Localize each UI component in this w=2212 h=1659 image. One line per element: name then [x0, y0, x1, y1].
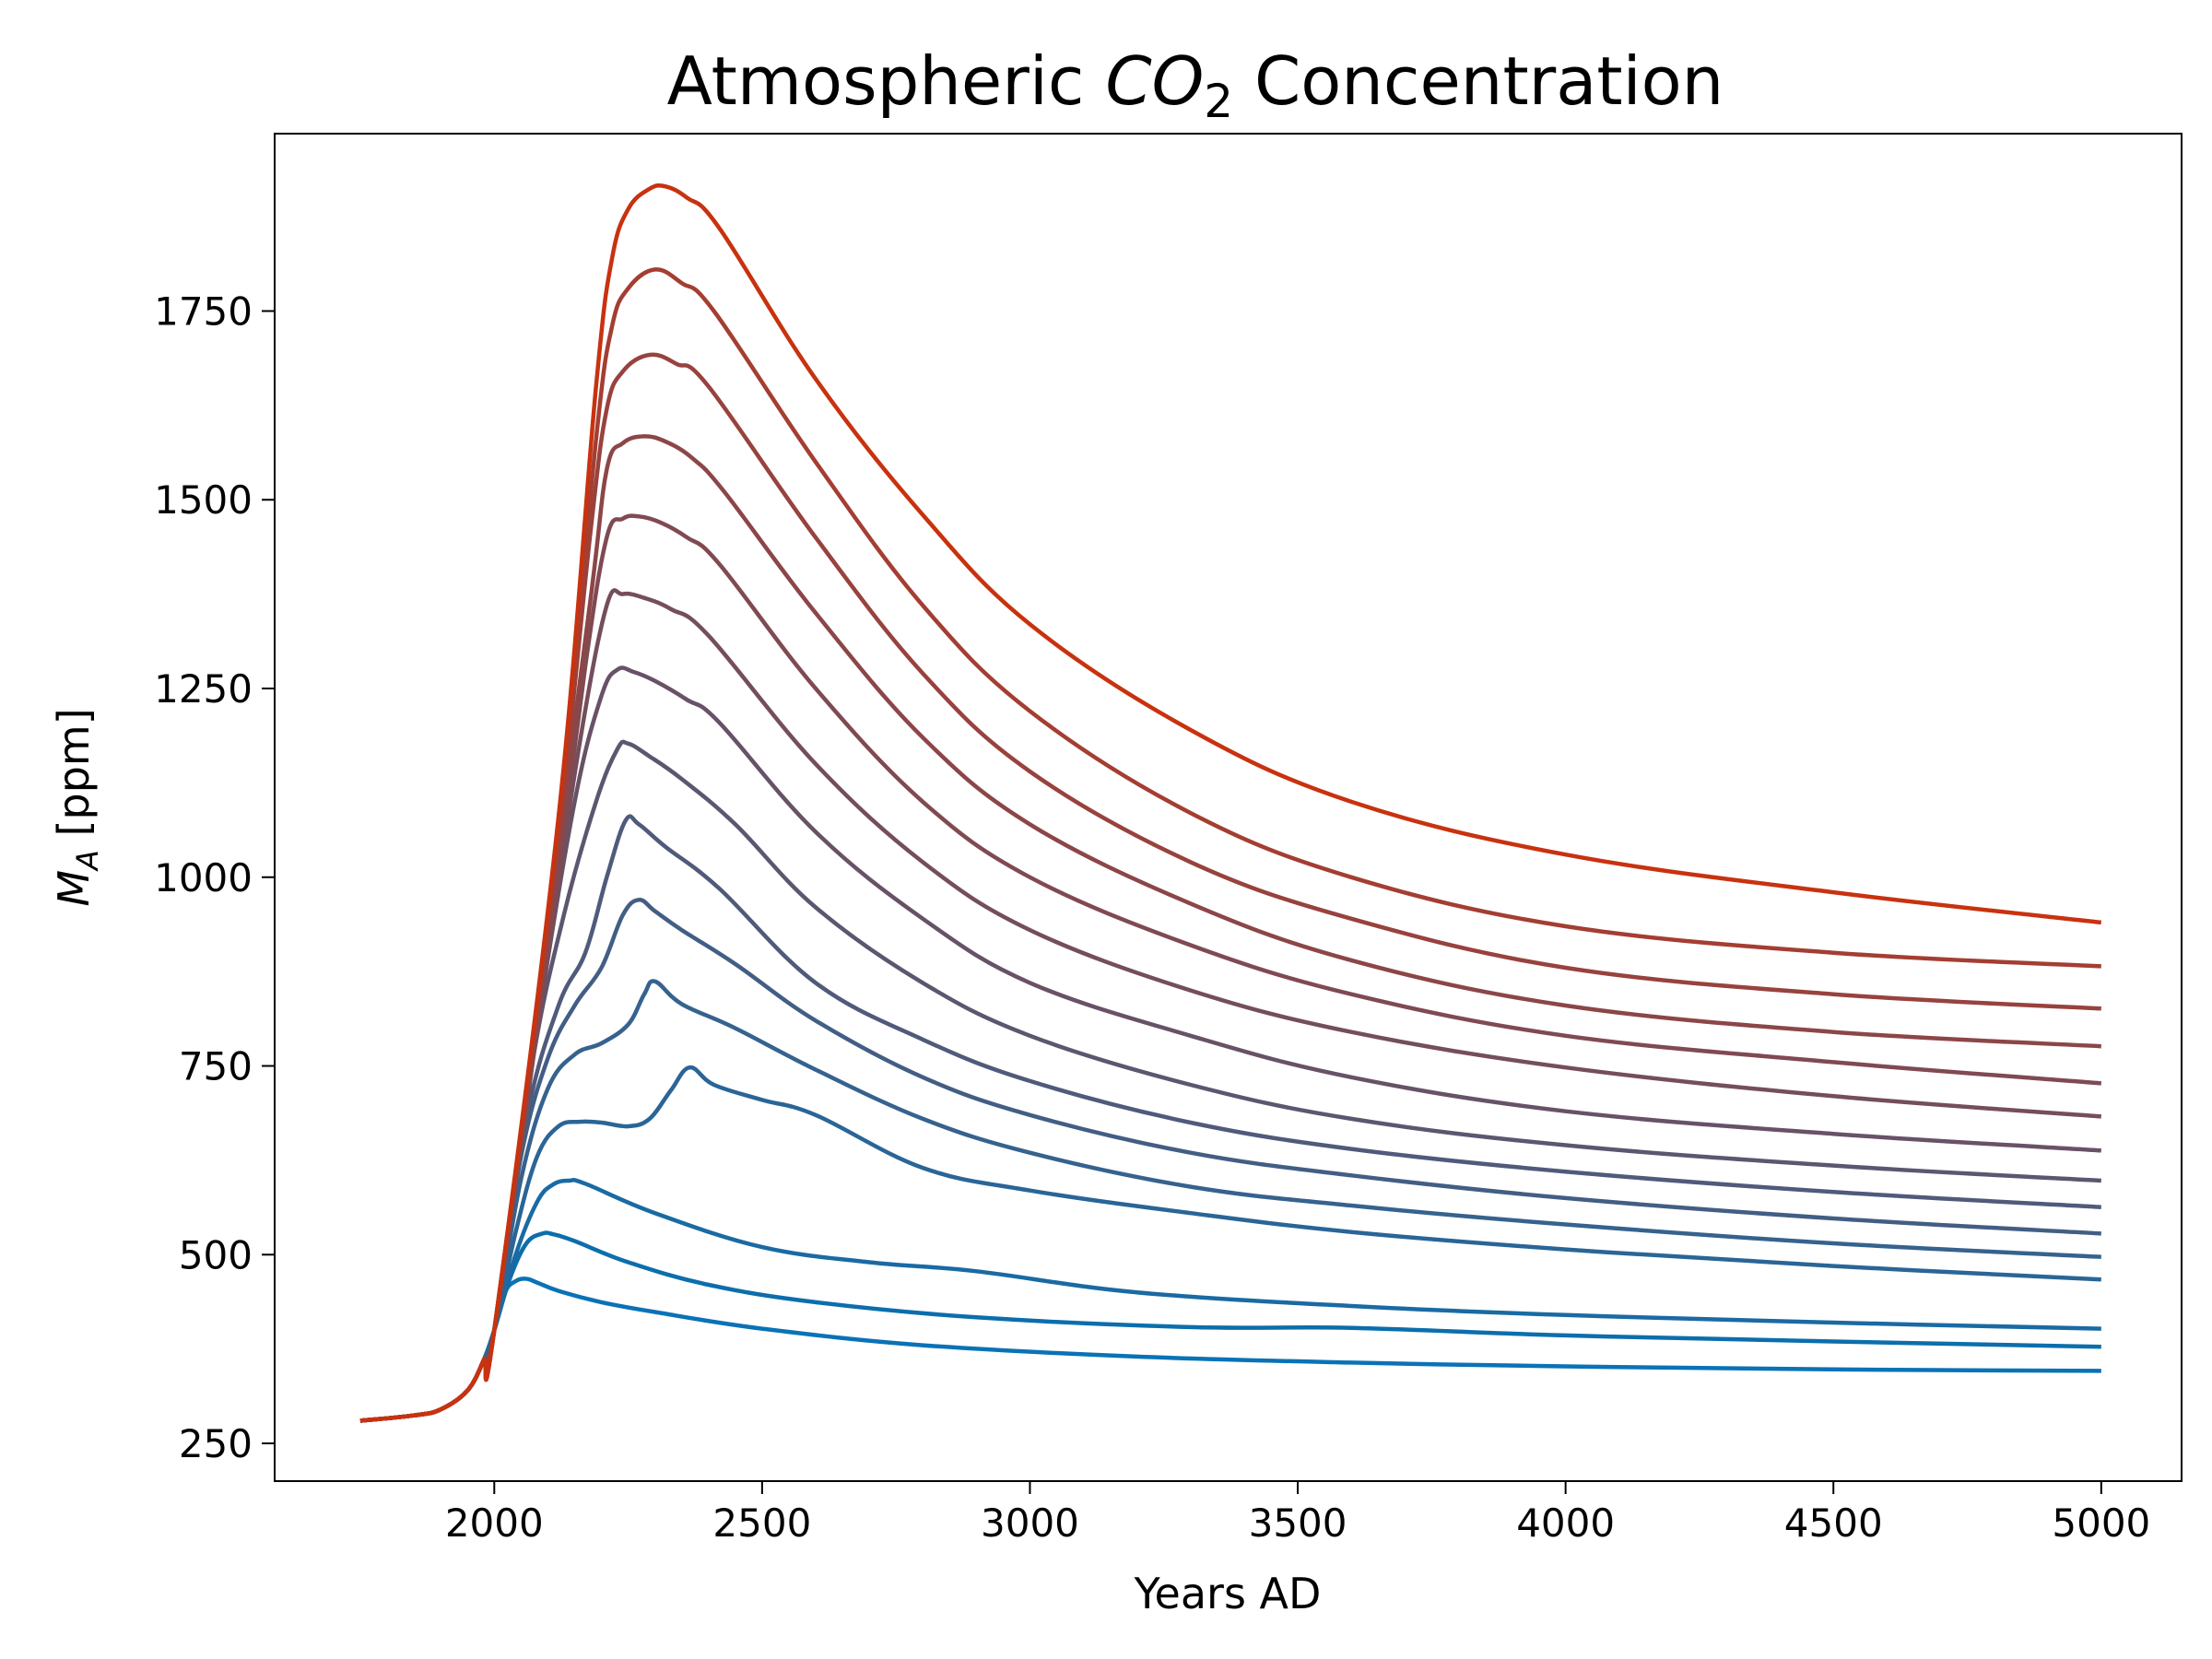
x-tick-label: 3000 — [981, 1500, 1079, 1546]
y-tick-label: 1000 — [154, 855, 253, 900]
y-tick-label: 1250 — [154, 666, 253, 712]
y-tick-label: 1500 — [154, 477, 253, 523]
series-line-15 — [359, 182, 2102, 1423]
x-tick-label: 4000 — [1516, 1500, 1615, 1546]
x-tick-label: 2500 — [712, 1500, 811, 1546]
chart-title-symbol: CO — [1105, 42, 1204, 120]
plot-area: 2000 2500 3000 3500 4000 4500 5000 250 500 750 10… — [154, 133, 2183, 1546]
chart-title-prefix: Atmospheric — [667, 42, 1106, 120]
x-tick-label: 4500 — [1784, 1500, 1883, 1546]
x-tick-label: 5000 — [2052, 1500, 2150, 1546]
y-axis-label: MA [ppm] — [49, 708, 105, 906]
y-axis-ticks: 250 500 750 1000 1250 1500 1750 — [154, 288, 275, 1466]
chart-title-suffix: Concentration — [1233, 42, 1724, 120]
y-tick-label: 250 — [179, 1421, 253, 1466]
chart-title: Atmospheric CO2 Concentration — [667, 42, 1724, 128]
y-axis-label-subscript: A — [70, 850, 105, 872]
y-tick-label: 750 — [179, 1044, 253, 1089]
y-axis-label-symbol: M — [49, 870, 99, 907]
x-axis-ticks: 2000 2500 3000 3500 4000 4500 5000 — [445, 1481, 2150, 1546]
x-tick-label: 3500 — [1249, 1500, 1347, 1546]
axes-frame — [274, 133, 2183, 1482]
x-axis-label: Years AD — [1134, 1569, 1322, 1618]
y-axis-label-unit: [ppm] — [49, 708, 99, 850]
y-tick-label: 1750 — [154, 288, 253, 334]
series-group — [359, 182, 2102, 1423]
x-tick-label: 2000 — [445, 1500, 544, 1546]
chart-title-subscript: 2 — [1204, 75, 1233, 128]
y-tick-label: 500 — [179, 1232, 253, 1277]
